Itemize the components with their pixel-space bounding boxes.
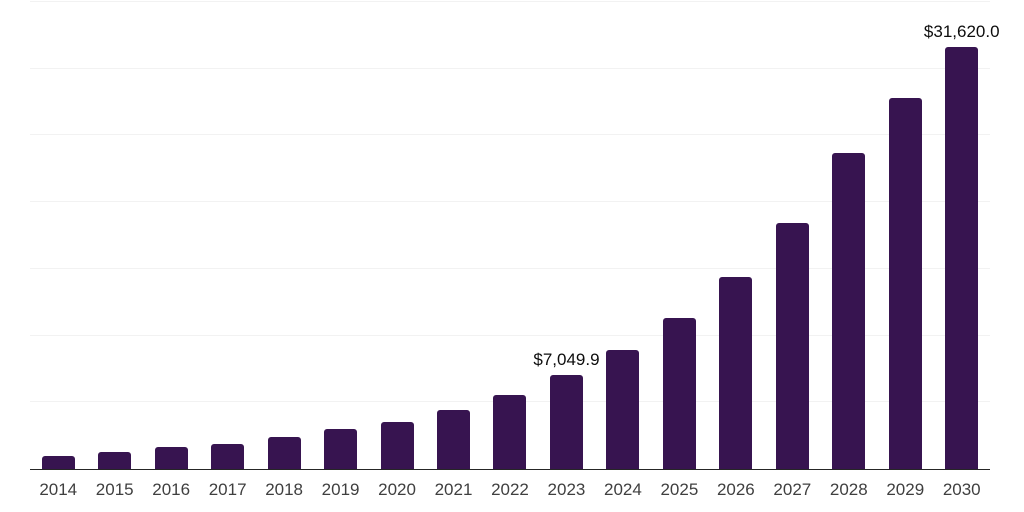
x-tick-label-2014: 2014: [39, 480, 78, 499]
bar-slot: [595, 2, 651, 469]
bar-2029: [888, 98, 922, 469]
bar-2027: [775, 222, 809, 469]
x-tick-label-2020: 2020: [378, 480, 416, 499]
x-tick-label-2015: 2015: [95, 480, 134, 499]
gridline: [30, 201, 990, 203]
x-tick-label-2028: 2028: [829, 480, 868, 499]
x-tick-label-2029: 2029: [886, 480, 925, 499]
bar-2019: [324, 429, 358, 469]
bar-slot: [143, 2, 199, 469]
bar-slot: [821, 2, 877, 469]
x-tick-label-2025: 2025: [660, 480, 699, 499]
gridline: [30, 134, 990, 136]
bar-slot: $7,049.9: [533, 2, 600, 469]
x-tick-label-2019: 2019: [321, 480, 360, 499]
gridline: [30, 1, 990, 2]
x-tick-label-2024: 2024: [604, 480, 642, 499]
bar-2022: [493, 394, 527, 469]
bar-2028: [832, 152, 866, 469]
plot-area: $7,049.9 $31,620.0: [30, 1, 1000, 470]
gridline: [30, 267, 990, 269]
bar-2020: [380, 422, 414, 469]
bar-slot: [312, 2, 368, 469]
bar-slot: [482, 2, 538, 469]
bar-slot: [764, 2, 820, 469]
bar-2016: [154, 447, 188, 469]
bar-slot: $31,620.0: [924, 2, 1000, 469]
x-tick-label-2017: 2017: [208, 480, 247, 499]
bar-2025: [662, 317, 696, 469]
x-tick-label-2027: 2027: [773, 480, 812, 499]
bar-slot: [369, 2, 425, 469]
bar-slot: [651, 2, 707, 469]
gridline: [30, 334, 990, 336]
x-tick-label-2018: 2018: [265, 480, 304, 499]
x-axis-line: [30, 468, 990, 470]
bar-slot: [86, 2, 142, 469]
gridline: [30, 67, 990, 69]
data-label-2030: $31,620.0: [923, 22, 1000, 42]
x-tick-label-2023: 2023: [547, 480, 586, 499]
bars-container: $7,049.9 $31,620.0: [30, 2, 1000, 469]
bar-2018: [267, 437, 301, 469]
bar-slot: [708, 2, 764, 469]
x-tick-label-2030: 2030: [942, 480, 981, 499]
bar-2017: [211, 443, 245, 469]
bar-slot: [199, 2, 255, 469]
bar-2014: [41, 455, 75, 469]
x-tick-label-2016: 2016: [152, 480, 191, 499]
bar-2030: $31,620.0: [924, 22, 1000, 469]
bar-2024: [606, 350, 640, 469]
bar-slot: [256, 2, 312, 469]
bar-slot: [425, 2, 481, 469]
bar-2015: [98, 452, 132, 469]
data-label-2023: $7,049.9: [533, 349, 600, 369]
bar-2021: [437, 409, 471, 469]
bar-slot: [30, 2, 86, 469]
bar-2023: $7,049.9: [533, 350, 600, 469]
bar-2026: [719, 276, 753, 469]
x-tick-label-2026: 2026: [716, 480, 755, 499]
x-tick-label-2021: 2021: [434, 480, 473, 499]
x-axis-tick-labels: 2014 2015 2016 2017 2018 2019 2020 2021 2022 2023…: [30, 480, 990, 500]
bar-slot: [877, 2, 933, 469]
x-tick-label-2022: 2022: [491, 480, 529, 499]
